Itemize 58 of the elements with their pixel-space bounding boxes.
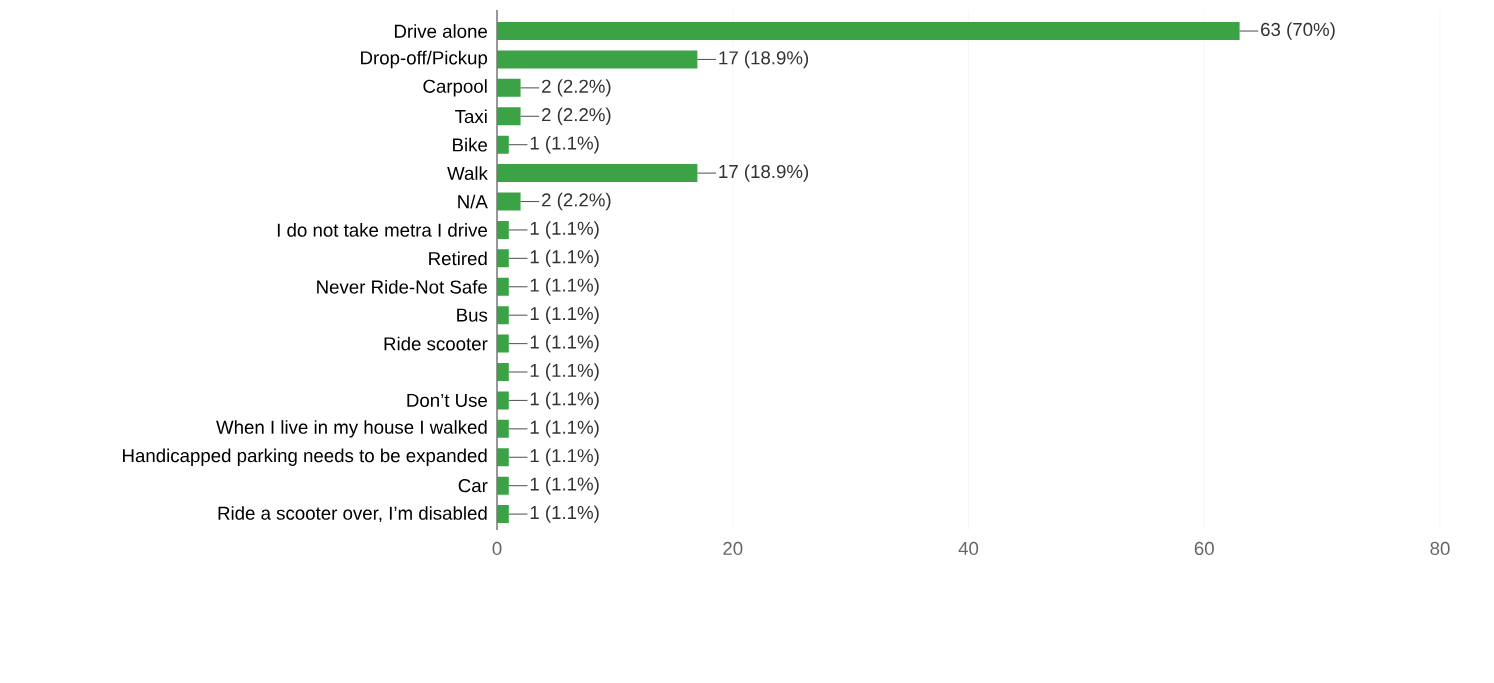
- bar: [497, 78, 521, 97]
- data-label: 1 (1.1%): [530, 505, 599, 523]
- bar: [497, 363, 509, 382]
- bar: [497, 334, 509, 353]
- data-label: 1 (1.1%): [530, 221, 599, 239]
- bar: [497, 391, 509, 410]
- bar: [497, 220, 509, 239]
- y-tick-label: N/A: [458, 194, 488, 209]
- data-label: 1 (1.1%): [530, 420, 599, 438]
- x-tick-label: 80: [1430, 541, 1450, 556]
- bar: [497, 50, 698, 69]
- y-tick-label: Bike: [453, 137, 488, 152]
- bar: [497, 107, 521, 126]
- data-label: 1 (1.1%): [530, 363, 599, 381]
- data-label: 1 (1.1%): [530, 136, 599, 154]
- bar: [497, 306, 509, 325]
- y-tick-label: Ride scooter: [384, 336, 488, 351]
- y-tick-label: Bus: [457, 308, 488, 322]
- y-tick-label: Never Ride-Not Safe: [317, 279, 487, 294]
- bar: [497, 249, 509, 268]
- y-tick-label: Handicapped parking needs to be expanded: [123, 448, 487, 466]
- bar: [497, 135, 509, 154]
- y-tick-label: Carpool: [423, 79, 487, 97]
- y-tick-label: Drive alone: [394, 24, 487, 38]
- x-tick-label: 60: [1194, 541, 1214, 556]
- bar: [497, 164, 698, 183]
- bar: [497, 505, 509, 524]
- bar: [497, 22, 1240, 41]
- y-tick-label: Don’t Use: [407, 393, 487, 407]
- bar: [497, 419, 509, 438]
- bar: [497, 448, 509, 467]
- bar: [497, 277, 509, 296]
- data-label: 2 (2.2%): [542, 79, 611, 97]
- data-label: 17 (18.9%): [719, 164, 809, 182]
- data-label: 1 (1.1%): [530, 476, 599, 495]
- y-tick-label: When I live in my house I walked: [216, 420, 487, 438]
- y-tick-label: Taxi: [455, 109, 487, 124]
- x-tick-label: 0: [492, 541, 502, 556]
- bar: [497, 476, 509, 495]
- data-label: 1 (1.1%): [530, 448, 599, 466]
- y-tick-label: Walk: [447, 166, 488, 180]
- y-tick-label: Drop-off/Pickup: [361, 50, 488, 69]
- y-tick-label: Retired: [429, 251, 487, 266]
- data-label: 63 (70%): [1261, 22, 1335, 40]
- bar: [497, 192, 521, 211]
- data-label: 1 (1.1%): [530, 306, 599, 324]
- y-tick-label: Ride a scooter over, I’m disabled: [218, 506, 487, 523]
- data-label: 2 (2.2%): [542, 192, 611, 211]
- data-label: 17 (18.9%): [719, 50, 809, 69]
- data-label: 1 (1.1%): [530, 249, 599, 268]
- data-label: 1 (1.1%): [530, 391, 599, 410]
- y-tick-label: Car: [458, 479, 488, 493]
- x-tick-label: 20: [723, 541, 743, 556]
- y-tick-label: I do not take metra I drive: [277, 223, 488, 237]
- x-tick-label: 40: [958, 541, 979, 556]
- data-label: 2 (2.2%): [542, 107, 611, 125]
- data-label: 1 (1.1%): [530, 334, 599, 353]
- data-label: 1 (1.1%): [530, 278, 599, 296]
